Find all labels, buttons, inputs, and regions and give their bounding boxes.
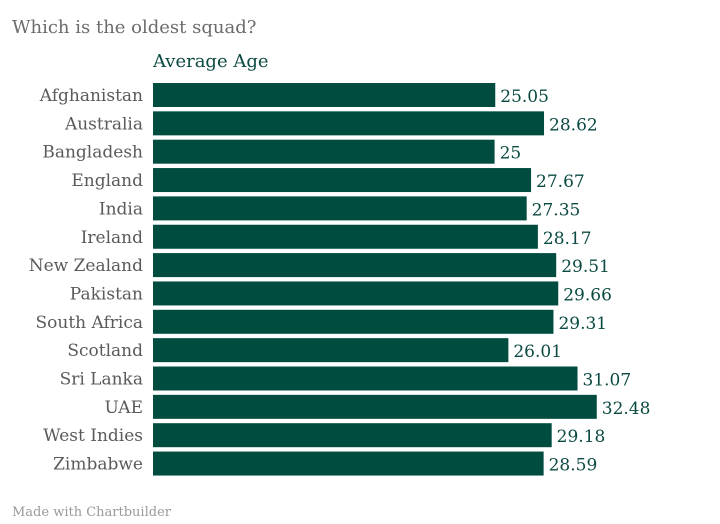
- bar-bangladesh: [153, 139, 495, 164]
- bar-zimbabwe: [153, 451, 544, 476]
- value-label: 25: [500, 144, 522, 164]
- bar-west-indies: [153, 423, 552, 448]
- bar-pakistan: [153, 281, 559, 306]
- value-label: 27.35: [532, 200, 581, 220]
- bar-scotland: [153, 338, 509, 363]
- bar-uae: [153, 394, 597, 419]
- category-label: South Africa: [35, 313, 143, 333]
- chart-title: Which is the oldest squad?: [12, 17, 256, 38]
- value-label: 25.05: [500, 87, 549, 107]
- bar-new-zealand: [153, 253, 557, 278]
- category-label: England: [71, 171, 143, 191]
- bar-india: [153, 196, 527, 221]
- value-label: 29.51: [561, 257, 610, 277]
- category-label: West Indies: [43, 426, 143, 446]
- value-label: 32.48: [602, 399, 651, 419]
- value-label: 31.07: [583, 371, 632, 391]
- category-label: India: [99, 199, 143, 219]
- category-label: Sri Lanka: [60, 370, 143, 390]
- category-label: New Zealand: [29, 256, 143, 276]
- category-label: Scotland: [67, 341, 143, 361]
- value-label: 26.01: [513, 342, 562, 362]
- bar-south-africa: [153, 309, 554, 334]
- bar-ireland: [153, 224, 538, 249]
- value-label: 28.17: [543, 229, 592, 249]
- bar-australia: [153, 111, 545, 136]
- category-label: Afghanistan: [39, 86, 143, 106]
- chart-credit: Made with Chartbuilder: [12, 505, 172, 520]
- bars-group: Afghanistan 25.05 Australia 28.62 Bangladesh…: [29, 83, 651, 476]
- bar-sri-lanka: [153, 366, 578, 391]
- value-label: 29.31: [558, 314, 607, 334]
- value-label: 29.66: [563, 285, 612, 305]
- value-label: 29.18: [557, 427, 606, 447]
- value-label: 27.67: [536, 172, 585, 192]
- value-label: 28.62: [549, 115, 598, 135]
- category-label: Pakistan: [70, 284, 143, 304]
- value-label: 28.59: [549, 456, 598, 476]
- category-label: Ireland: [81, 228, 143, 248]
- bar-england: [153, 168, 532, 193]
- category-label: UAE: [105, 398, 144, 418]
- series-label: Average Age: [152, 51, 269, 72]
- category-label: Australia: [64, 114, 143, 134]
- bar-afghanistan: [153, 83, 496, 107]
- category-label: Bangladesh: [42, 143, 143, 163]
- category-label: Zimbabwe: [53, 455, 143, 475]
